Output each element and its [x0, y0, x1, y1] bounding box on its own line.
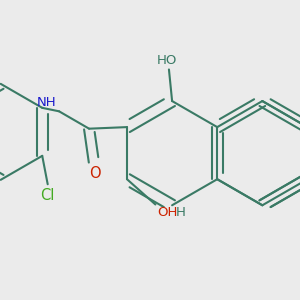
Text: O: O — [88, 166, 100, 181]
Text: Cl: Cl — [40, 188, 55, 203]
Text: HO: HO — [157, 54, 178, 67]
Text: OH: OH — [157, 206, 177, 219]
Text: NH: NH — [36, 96, 56, 109]
Text: H: H — [176, 206, 186, 219]
